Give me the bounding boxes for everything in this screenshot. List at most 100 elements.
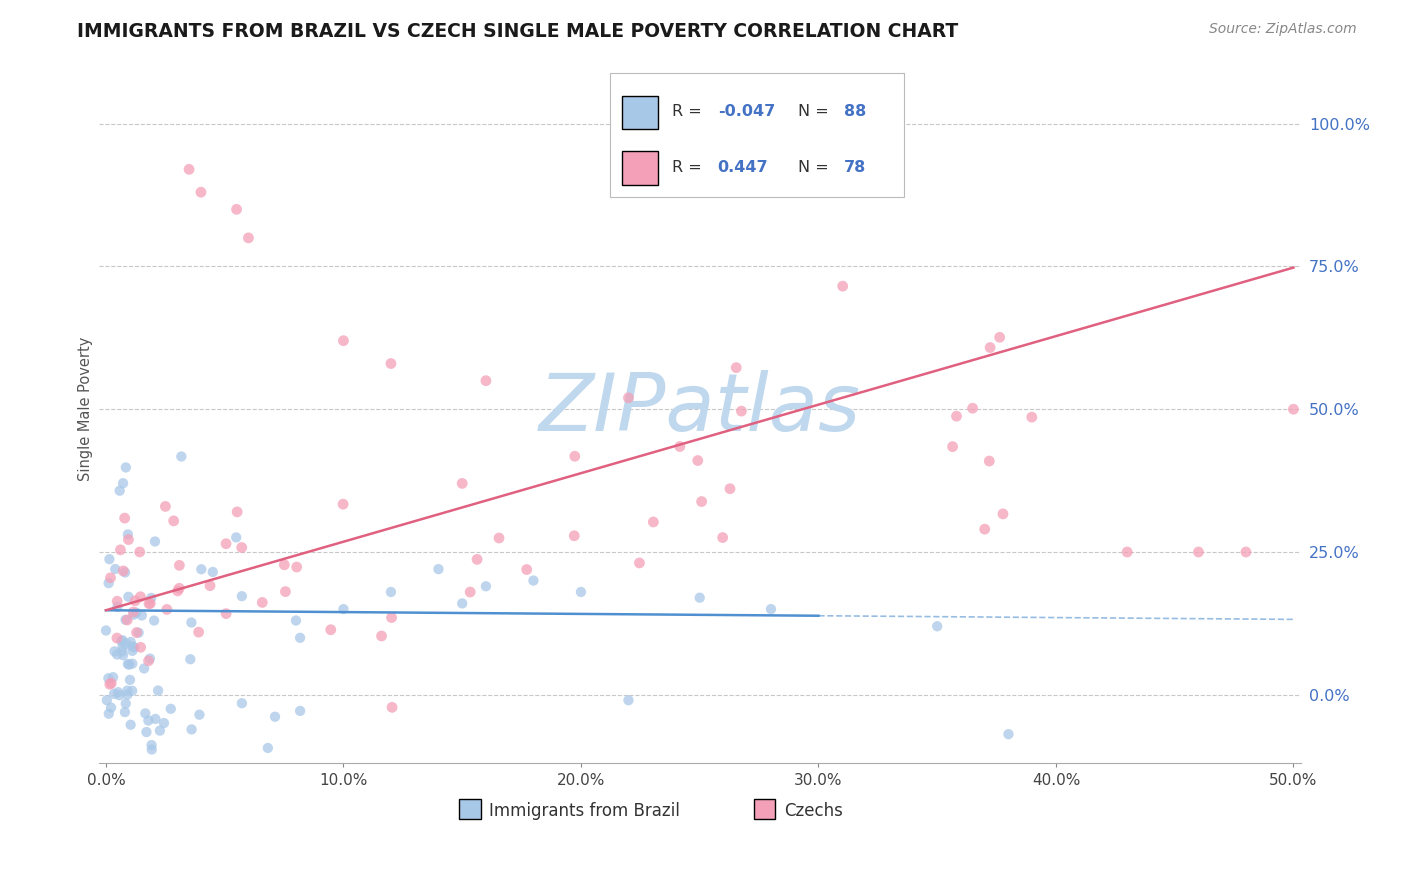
Point [190, 562, 212, 576]
Point [114, 511, 136, 525]
Point [117, 657, 139, 671]
Point [114, 613, 136, 627]
Point [225, 202, 247, 217]
Point [169, 558, 191, 573]
Point [1187, 545, 1209, 559]
Point [107, 599, 129, 614]
Point [125, 625, 148, 640]
Text: IMMIGRANTS FROM BRAZIL VS CZECH SINGLE MALE POVERTY CORRELATION CHART: IMMIGRANTS FROM BRAZIL VS CZECH SINGLE M… [77, 22, 959, 41]
Point [117, 688, 139, 702]
Point [274, 584, 297, 599]
Point [124, 594, 146, 608]
Point [146, 683, 169, 698]
Point [122, 607, 145, 622]
Point [118, 657, 141, 672]
Point [332, 497, 354, 511]
Point [190, 185, 212, 199]
Point [252, 595, 274, 609]
Point [129, 640, 152, 655]
Point [179, 652, 201, 666]
Point [264, 709, 287, 723]
Text: 88: 88 [844, 103, 866, 119]
Point [115, 637, 138, 651]
Point [973, 522, 995, 536]
Point [617, 391, 640, 405]
Point [101, 670, 124, 684]
Text: R =: R = [672, 103, 707, 119]
Point [927, 619, 949, 633]
Point [143, 534, 166, 549]
Point [117, 527, 139, 541]
Point [690, 494, 713, 508]
Point [114, 705, 136, 719]
Point [105, 594, 128, 608]
Point [332, 334, 354, 348]
Point [149, 723, 172, 738]
Point [711, 531, 734, 545]
Point [284, 614, 307, 628]
Point [100, 700, 122, 714]
Point [226, 505, 249, 519]
Point [103, 687, 125, 701]
Point [198, 579, 221, 593]
Point [759, 602, 782, 616]
Point [115, 613, 138, 627]
Point [121, 683, 143, 698]
Point [112, 564, 135, 578]
Point [138, 597, 160, 611]
Text: ZIPatlas: ZIPatlas [538, 370, 860, 448]
Point [562, 529, 585, 543]
Point [669, 440, 692, 454]
Point [112, 648, 135, 663]
Point [564, 449, 586, 463]
Point [380, 585, 402, 599]
Point [370, 629, 392, 643]
Point [380, 610, 402, 624]
Point [177, 162, 200, 177]
Point [166, 583, 188, 598]
Point [103, 644, 125, 658]
Point [380, 357, 402, 371]
Point [121, 644, 143, 658]
Point [945, 409, 967, 424]
Point [273, 558, 295, 572]
Point [117, 533, 139, 547]
Point [141, 738, 163, 752]
Point [231, 589, 253, 603]
Point [458, 585, 481, 599]
Point [94, 624, 117, 638]
Point [110, 542, 132, 557]
Point [215, 607, 238, 621]
Point [114, 697, 136, 711]
Point [156, 602, 179, 616]
Point [96, 693, 118, 707]
Text: N =: N = [799, 103, 834, 119]
Point [138, 654, 160, 668]
Point [288, 704, 311, 718]
Point [141, 591, 163, 605]
Point [134, 706, 156, 721]
FancyBboxPatch shape [621, 151, 658, 185]
Point [110, 634, 132, 648]
Text: Czechs: Czechs [783, 803, 842, 821]
Point [145, 712, 167, 726]
Point [1282, 402, 1305, 417]
Point [718, 482, 741, 496]
Point [475, 374, 498, 388]
Point [1116, 545, 1139, 559]
Text: R =: R = [672, 160, 711, 175]
Point [689, 591, 711, 605]
Point [628, 556, 651, 570]
Point [97, 576, 120, 591]
Point [257, 741, 280, 756]
Point [131, 608, 153, 623]
Point [153, 716, 176, 731]
Point [180, 723, 202, 737]
Point [831, 279, 853, 293]
Y-axis label: Single Male Poverty: Single Male Poverty [79, 337, 93, 482]
Point [188, 707, 211, 722]
Point [135, 725, 157, 739]
Point [187, 625, 209, 640]
Point [112, 476, 135, 491]
Point [381, 700, 404, 714]
